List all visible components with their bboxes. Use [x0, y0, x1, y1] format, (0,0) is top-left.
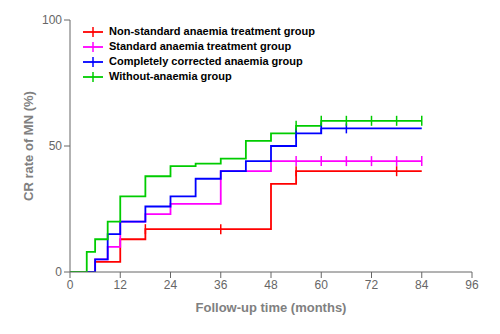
- svg-text:CR rate of MN (%): CR rate of MN (%): [21, 91, 36, 201]
- svg-text:60: 60: [315, 278, 329, 292]
- svg-text:36: 36: [214, 278, 228, 292]
- svg-text:72: 72: [365, 278, 379, 292]
- html-text:Standard anaemia treatment gro: Standard anaemia treatment group: [109, 40, 292, 52]
- svg-text:84: 84: [415, 278, 429, 292]
- svg-text:96: 96: [465, 278, 479, 292]
- html-text:Completely corrected anaemia g: Completely corrected anaemia group: [109, 55, 303, 67]
- svg-text:12: 12: [114, 278, 128, 292]
- svg-text:24: 24: [164, 278, 178, 292]
- html-text:Non-standard anaemia treatment: Non-standard anaemia treatment group: [109, 25, 315, 37]
- svg-text:48: 48: [264, 278, 278, 292]
- svg-text:0: 0: [67, 278, 74, 292]
- svg-text:50: 50: [49, 139, 63, 153]
- html-text:Without-anaemia group: Without-anaemia group: [109, 70, 232, 82]
- svg-text:0: 0: [55, 265, 62, 279]
- svg-text:100: 100: [42, 13, 62, 27]
- svg-text:Follow-up time (months): Follow-up time (months): [196, 300, 347, 315]
